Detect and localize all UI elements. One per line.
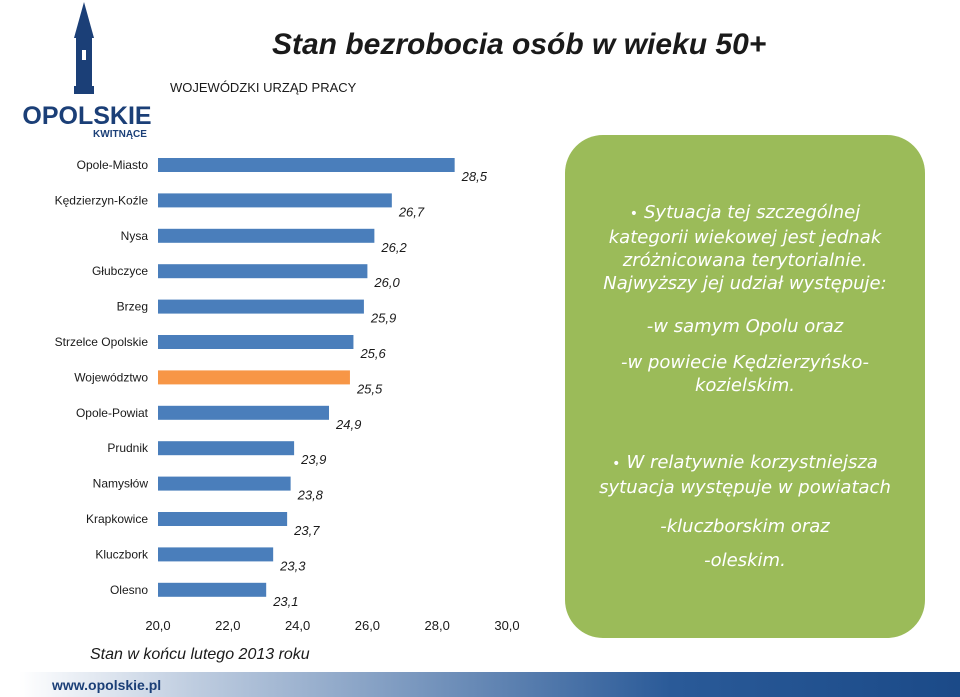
- bar-value-label: 23,1: [272, 594, 298, 609]
- panel-line: Najwyższy jej udział występuje:: [603, 273, 887, 294]
- bar: [158, 547, 274, 562]
- bar: [158, 370, 350, 385]
- category-label: Województwo: [74, 370, 148, 384]
- x-tick-label: 24,0: [285, 618, 310, 633]
- panel-item-4: -oleskim.: [704, 550, 786, 571]
- bar: [158, 512, 288, 526]
- bars: [158, 158, 455, 597]
- website-link[interactable]: www.opolskie.pl: [52, 677, 162, 693]
- opolskie-logo: OPOLSKIE KWITNĄCE: [22, 2, 152, 140]
- panel-line: zróżnicowana terytorialnie.: [622, 250, 868, 271]
- footnote: Stan w końcu lutego 2013 roku: [90, 646, 310, 663]
- bar-chart: Opole-Miasto Kędzierzyn-Koźle Nysa Głubczyc…: [55, 158, 520, 633]
- panel-bullet-1: • Sytuacja tej szczególnej kategorii wiek…: [575, 201, 915, 295]
- bar: [158, 228, 375, 243]
- panel-bullet-2: • W relatywnie korzystniejsza sytuacja wy…: [575, 451, 915, 499]
- x-tick-label: 28,0: [425, 618, 450, 633]
- bar-value-label: 26,7: [398, 204, 425, 219]
- page-title: Stan bezrobocia osób w wieku 50+: [272, 28, 767, 61]
- bar: [158, 158, 455, 172]
- panel-item-2: -w powiecie Kędzierzyńsko- kozielskim.: [575, 351, 915, 397]
- category-label: Nysa: [121, 229, 149, 243]
- value-labels: 28,5 26,7 26,2 26,0 25,9 25,6 25,5 24,9 23,9 23,8…: [272, 169, 488, 609]
- x-tick-label: 22,0: [215, 618, 240, 633]
- bar-value-label: 25,5: [356, 381, 383, 396]
- category-label: Namysłów: [93, 477, 149, 491]
- panel-line: -w powiecie Kędzierzyńsko-: [621, 352, 869, 373]
- bar: [158, 405, 330, 420]
- bar-value-label: 23,7: [293, 523, 320, 538]
- category-label: Głubczyce: [92, 264, 148, 278]
- x-tick-label: 26,0: [355, 618, 380, 633]
- category-label: Brzeg: [117, 300, 148, 314]
- category-label: Krapkowice: [86, 512, 148, 526]
- category-labels: Opole-Miasto Kędzierzyn-Koźle Nysa Głubczyc…: [55, 158, 149, 597]
- panel-line: kategorii wiekowej jest jednak: [608, 227, 882, 248]
- bar-value-label: 26,0: [373, 275, 400, 290]
- bar-value-label: 24,9: [335, 417, 361, 432]
- category-label: Opole-Miasto: [77, 158, 149, 172]
- category-label: Opole-Powiat: [76, 406, 149, 420]
- category-label: Olesno: [110, 583, 148, 597]
- bar: [158, 582, 267, 597]
- panel-line: kozielskim.: [694, 375, 796, 396]
- x-tick-label: 30,0: [494, 618, 519, 633]
- org-name: WOJEWÓDZKI URZĄD PRACY: [170, 80, 357, 95]
- panel-item-1: -w samym Opolu oraz: [646, 316, 844, 337]
- category-label: Prudnik: [107, 441, 149, 455]
- bar-value-label: 28,5: [461, 169, 488, 184]
- bar-value-label: 26,2: [380, 240, 407, 255]
- bar-value-label: 23,9: [300, 452, 326, 467]
- panel-line: sytuacja występuje w powiatach: [599, 477, 891, 498]
- bar: [158, 193, 392, 208]
- info-panel: • Sytuacja tej szczególnej kategorii wiek…: [565, 135, 925, 638]
- bar-value-label: 25,9: [370, 311, 396, 326]
- panel-item-3: -kluczborskim oraz: [660, 516, 830, 537]
- logo-text: OPOLSKIE: [22, 102, 151, 130]
- x-tick-labels: 20,0 22,0 24,0 26,0 28,0 30,0: [145, 618, 519, 633]
- bar: [158, 264, 368, 279]
- panel-line: W relatywnie korzystniejsza: [626, 452, 878, 473]
- category-label: Strzelce Opolskie: [55, 335, 149, 349]
- panel-line: Sytuacja tej szczególnej: [644, 202, 861, 223]
- bullet-icon: •: [629, 206, 638, 222]
- bar-value-label: 23,3: [279, 558, 306, 573]
- category-label: Kędzierzyn-Koźle: [55, 193, 149, 207]
- tower-emblem: [74, 2, 94, 94]
- bar: [158, 335, 354, 349]
- x-tick-label: 20,0: [145, 618, 170, 633]
- bar: [158, 299, 364, 314]
- bar-value-label: 25,6: [359, 346, 386, 361]
- footer-bar: [0, 672, 960, 697]
- category-label: Kluczbork: [95, 547, 149, 561]
- bar: [158, 476, 291, 491]
- bar-value-label: 23,8: [297, 488, 324, 503]
- bullet-icon: •: [612, 456, 621, 472]
- logo-tagline: KWITNĄCE: [93, 129, 147, 140]
- bar: [158, 441, 295, 456]
